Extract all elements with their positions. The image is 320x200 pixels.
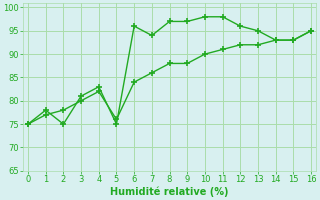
X-axis label: Humidité relative (%): Humidité relative (%) [110,187,229,197]
